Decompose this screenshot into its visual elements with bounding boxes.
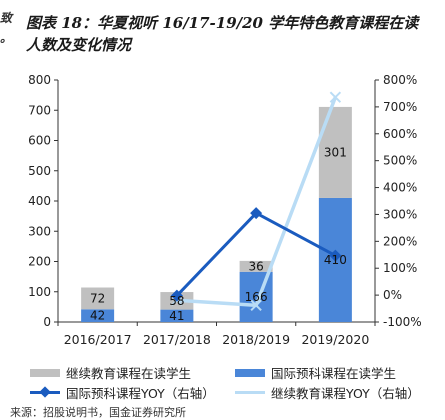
right-tick-label: 600% bbox=[383, 127, 417, 141]
data-label-intl: 42 bbox=[90, 309, 105, 323]
left-tick-label: 700 bbox=[28, 103, 51, 117]
data-label-continuing: 58 bbox=[169, 294, 184, 308]
data-label-intl: 166 bbox=[245, 290, 268, 304]
bar-intl bbox=[81, 309, 115, 322]
cont-yoy-point bbox=[329, 91, 342, 103]
legend-label-intl: 国际预科课程在读学生 bbox=[271, 366, 397, 381]
cont-yoy-point bbox=[250, 299, 262, 312]
intl-yoy-point bbox=[170, 289, 183, 302]
right-tick-label: 500% bbox=[383, 154, 417, 168]
x-category-label: 2018/2019 bbox=[222, 332, 290, 347]
source-note: 来源：招股说明书，国金证券研究所 bbox=[10, 406, 186, 419]
right-tick-label: 100% bbox=[383, 261, 417, 275]
data-label-continuing: 72 bbox=[90, 291, 105, 305]
left-tick-label: 200 bbox=[28, 255, 51, 269]
legend-line-cont-yoy bbox=[235, 388, 265, 398]
bar-continuing bbox=[81, 287, 115, 310]
chart-title: 图表 18：华夏视听 16/17-19/20 学年特色教育课程在读 人数及变化情… bbox=[26, 14, 419, 54]
left-edge-char-2: 。 bbox=[0, 31, 13, 45]
legend-label-continuing: 继续教育课程在读学生 bbox=[66, 366, 192, 381]
legend-label-intl-yoy: 国际预科课程YOY（右轴） bbox=[66, 386, 215, 401]
bar-intl bbox=[160, 309, 194, 322]
chart: 0 100 200 300 400 500 600 700 800 -100% 0% 100% 200%… bbox=[28, 73, 422, 347]
left-tick-label: 400 bbox=[28, 194, 51, 208]
legend-item-intl: 国际预科课程在读学生 bbox=[235, 363, 396, 382]
legend-item-continuing: 继续教育课程在读学生 bbox=[30, 363, 191, 382]
legend-swatch-continuing bbox=[30, 368, 60, 377]
legend-label-cont-yoy: 继续教育课程YOY（右轴） bbox=[271, 386, 420, 401]
left-tick-label: 100 bbox=[28, 285, 51, 299]
left-edge-char-1: 致 bbox=[0, 11, 13, 25]
legend-item-intl-yoy: 国际预科课程YOY（右轴） bbox=[30, 383, 215, 402]
data-label-continuing: 36 bbox=[248, 259, 263, 273]
x-category-label: 2017/2018 bbox=[143, 332, 211, 347]
right-tick-label: 400% bbox=[383, 181, 417, 195]
intl-yoy-point bbox=[250, 207, 263, 220]
left-tick-label: 300 bbox=[28, 224, 51, 238]
right-tick-label: 300% bbox=[383, 207, 417, 221]
bars bbox=[81, 106, 352, 322]
left-edge-fragment: 致 。 bbox=[0, 8, 14, 108]
right-tick-label: 200% bbox=[383, 234, 417, 248]
data-label-continuing: 301 bbox=[324, 145, 347, 159]
legend-line-intl-yoy bbox=[30, 385, 60, 398]
x-category-label: 2019/2020 bbox=[301, 332, 369, 347]
legend-swatch-intl bbox=[235, 368, 265, 377]
yoy-lines bbox=[170, 91, 342, 312]
left-tick-label: 800 bbox=[28, 73, 51, 87]
right-tick-label: 700% bbox=[383, 100, 417, 114]
right-tick-label: 0% bbox=[383, 288, 402, 302]
x-category-label: 2016/2017 bbox=[64, 332, 132, 347]
intl-yoy-point bbox=[329, 249, 342, 262]
data-label-intl: 410 bbox=[324, 253, 347, 267]
bar-continuing bbox=[239, 260, 273, 272]
legend-item-cont-yoy: 继续教育课程YOY（右轴） bbox=[235, 383, 420, 402]
right-tick-label: 800% bbox=[383, 73, 417, 87]
data-label-intl: 41 bbox=[169, 309, 184, 323]
right-tick-label: -100% bbox=[383, 315, 422, 329]
left-tick-label: 600 bbox=[28, 134, 51, 148]
left-tick-label: 500 bbox=[28, 164, 51, 178]
legend: 继续教育课程在读学生 国际预科课程在读学生 国际预科课程YOY（右轴） 继续教育… bbox=[30, 363, 440, 403]
left-tick-label: 0 bbox=[43, 315, 51, 329]
